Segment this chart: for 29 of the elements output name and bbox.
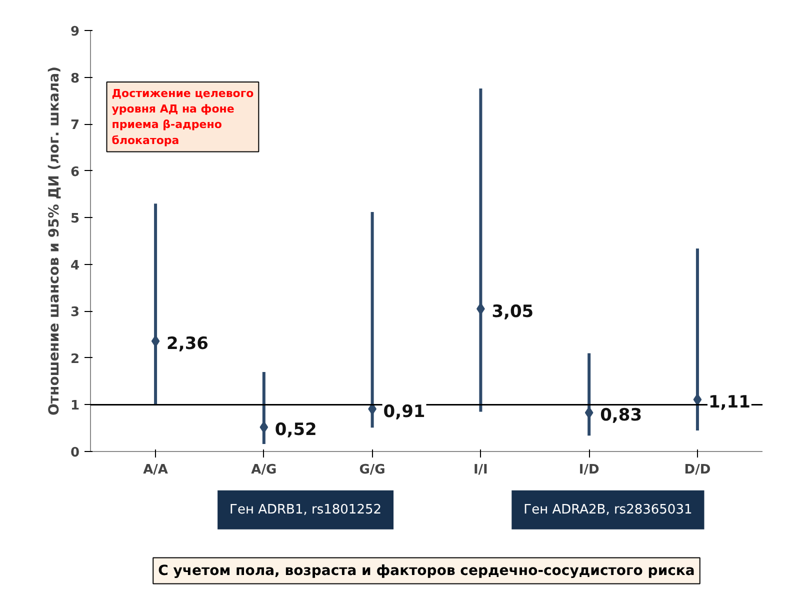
x-tick-label: A/G [251,462,277,478]
text: Ген ADRA2B, rs28365031 [524,502,692,518]
x-tick-label: G/G [359,462,386,478]
y-tick-label: 7 [70,118,80,134]
y-tick-label: 5 [70,212,80,227]
text: С учетом пола, возраста и факторов сердечно-сосудистого риска [158,562,695,579]
text: Ген ADRB1, rs1801252 [230,502,382,518]
x-tick-label: A/A [143,462,168,478]
data-label: 3,05 [492,302,534,322]
y-tick-label: 0 [70,446,80,460]
y-tick-label: 4 [70,258,80,274]
y-tick-label: 2 [70,352,80,367]
y-tick-label: 1 [70,398,80,414]
point [584,406,594,419]
data-label: 2,36 [166,334,208,354]
x-tick-label: I/I [473,462,488,478]
data-label: 0,52 [274,420,317,440]
y-axis-title: Отношение шансов и 95% ДИ (лог. шкала) [46,66,62,416]
x-tick-label: I/D [578,462,600,478]
y-tick-label: 6 [70,164,80,180]
annotation: Достижение целевого уровня АД на фоне приема β-адрено блокатора [112,86,254,147]
data-label: 0,91 [383,402,426,422]
point [260,421,268,434]
data-label: 0,83 [600,406,642,426]
y-tick-label: 8 [70,71,80,86]
data-label: 1,11 [708,392,750,413]
y-tick-label: 3 [70,305,80,320]
y-tick-label: 9 [70,24,80,40]
x-tick-label: D/D [684,462,711,478]
